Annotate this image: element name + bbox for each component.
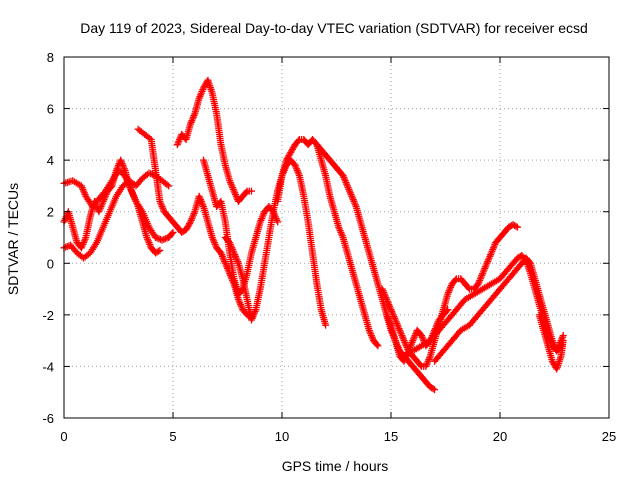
- y-tick-label: 4: [47, 153, 54, 168]
- data-point-marker: [165, 182, 173, 190]
- x-tick-label: 10: [275, 429, 289, 444]
- y-tick-label: 8: [47, 50, 54, 65]
- data-point-marker: [242, 188, 250, 196]
- data-point-marker: [168, 230, 176, 238]
- x-axis-label: GPS time / hours: [282, 458, 389, 474]
- y-axis-label: SDTVAR / TECUs: [5, 183, 21, 295]
- data-point-marker: [274, 218, 282, 226]
- axis-ticks: 0 5 10 15 20 25 -6 -4 -2 0 2 4 6 8: [42, 50, 616, 444]
- data-point-marker: [525, 258, 533, 266]
- data-series: [383, 306, 452, 365]
- data-series: [60, 169, 173, 262]
- chart-title: Day 119 of 2023, Sidereal Day-to-day VTE…: [80, 20, 588, 36]
- data-point-marker: [512, 222, 520, 230]
- x-tick-label: 5: [169, 429, 176, 444]
- plot-frame: [63, 56, 610, 419]
- data-point-marker: [154, 247, 162, 255]
- data-point-marker: [559, 337, 567, 345]
- data-point-marker: [156, 246, 164, 254]
- data-series: [173, 76, 255, 205]
- data-series: [274, 136, 382, 350]
- y-tick-label: -4: [42, 359, 54, 374]
- data-series: [313, 141, 439, 394]
- data-series: [535, 311, 567, 373]
- data-series: [431, 254, 567, 365]
- data-point-marker: [163, 181, 171, 189]
- data-point-marker: [431, 386, 439, 394]
- data-point-marker: [294, 137, 302, 145]
- data-point-marker: [416, 361, 424, 369]
- data-point-marker: [444, 306, 452, 314]
- data-point-marker: [247, 187, 255, 195]
- y-tick-label: -6: [42, 411, 54, 426]
- x-tick-label: 15: [384, 429, 398, 444]
- x-tick-label: 0: [60, 429, 67, 444]
- data-point-marker: [322, 321, 330, 329]
- data-point-marker: [374, 342, 382, 350]
- data-point-marker: [429, 385, 437, 393]
- y-tick-label: -2: [42, 308, 54, 323]
- data-point-marker: [464, 284, 472, 292]
- y-tick-label: 2: [47, 205, 54, 220]
- data-point-marker: [451, 276, 459, 284]
- x-tick-label: 20: [493, 429, 507, 444]
- data-points: [60, 76, 567, 394]
- y-tick-label: 6: [47, 102, 54, 117]
- data-point-marker: [373, 341, 381, 349]
- data-point-marker: [107, 183, 115, 191]
- x-tick-label: 25: [602, 429, 616, 444]
- data-point-marker: [169, 228, 177, 236]
- data-point-marker: [186, 220, 194, 228]
- data-point-marker: [513, 223, 521, 231]
- data-point-marker: [443, 307, 451, 315]
- y-tick-label: 0: [47, 256, 54, 271]
- data-series: [221, 156, 330, 329]
